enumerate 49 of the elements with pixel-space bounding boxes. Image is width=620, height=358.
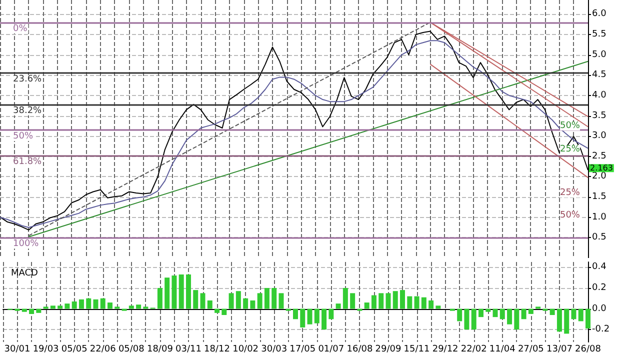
y-tick-label: 5.0 [592,50,607,60]
y-tick-label: 6.0 [592,9,607,20]
x-tick-label: 03/11 [176,344,202,354]
annotation: 61.8% [13,157,42,168]
x-tick-label: 01/07 [318,344,344,354]
x-tick-label: 17/05 [290,344,316,354]
x-tick-label: 16/08 [346,344,373,354]
annotation: 50% [13,132,34,142]
annotation: 23.6% [13,74,42,85]
x-tick-label: 26/08 [575,344,602,354]
y-tick-label: 3.0 [592,131,607,142]
x-tick-label: 29/09 [375,344,402,354]
y-tick-label: 2.5 [592,151,606,162]
y-tick-label: 0.2 [592,282,606,293]
x-tick-label: 30/03 [261,344,288,354]
x-tick-label: 29/12 [432,344,458,354]
y-tick-label: 2.0 [592,172,607,182]
y-tick-label: -0.2 [592,324,610,335]
annotation: 50% [560,210,580,220]
y-tick-label: 0.4 [592,262,607,272]
y-tick-label: 4.0 [592,90,607,100]
y-tick-label: 1.0 [592,212,607,222]
x-tick-label: 05/08 [118,344,145,354]
x-tick-label: 18/09 [146,344,174,354]
y-tick-label: 4.5 [592,70,606,80]
annotation: 25% [560,188,580,198]
x-tick-label: 22/02 [460,344,487,354]
x-tick-label: 27/05 [518,344,544,354]
annotation: 2.163 [590,164,613,173]
y-tick-label: 0.0 [592,304,607,314]
y-tick-label: 0.5 [592,232,606,243]
x-tick-label: 11/04 [489,344,516,354]
x-tick-label: 18/12 [204,344,230,354]
x-tick-label: 30/01 [4,344,30,354]
text: MACD [11,268,38,278]
annotation: 38.2% [13,106,42,116]
x-tick-label: 22/06 [90,344,116,354]
annotation: 0% [13,24,28,34]
x-tick-label: 15/11 [404,344,430,354]
x-tick-label: 05/05 [61,344,88,354]
annotation: 100% [13,239,40,250]
annotation: 50% [560,120,580,131]
x-tick-label: 19/03 [32,344,59,354]
x-tick-label: 10/02 [232,344,259,354]
x-tick-label: 13/07 [546,344,572,354]
y-tick-label: 1.5 [592,192,606,202]
y-tick-label: 5.5 [592,30,606,40]
annotation: 25% [560,144,580,155]
y-tick-label: 3.5 [592,110,606,121]
